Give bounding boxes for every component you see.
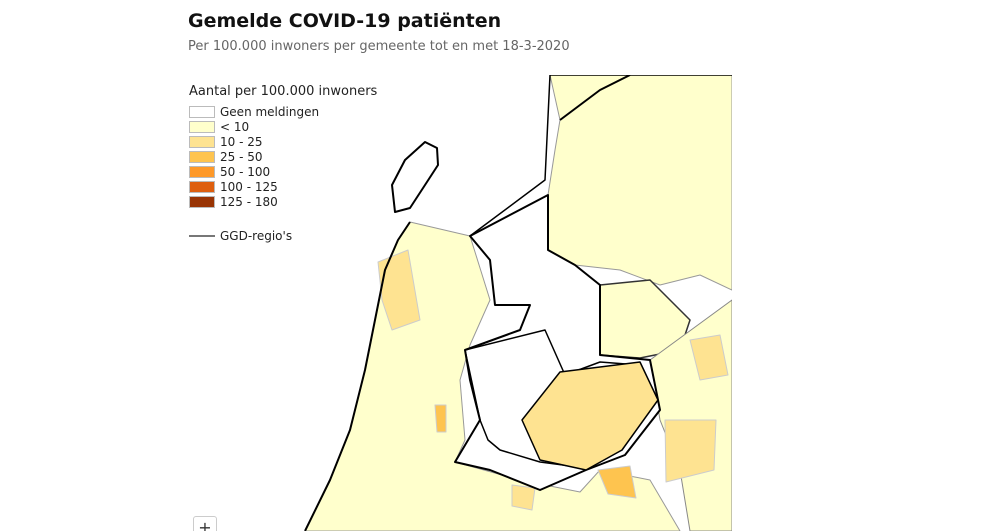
legend-item: Geen meldingen bbox=[189, 104, 377, 119]
region-friesland bbox=[547, 75, 732, 291]
legend-item: 125 - 180 bbox=[189, 194, 377, 209]
legend-swatch bbox=[189, 180, 215, 193]
legend-title: Aantal per 100.000 inwoners bbox=[189, 84, 378, 99]
legend-item: 25 - 50 bbox=[189, 149, 377, 164]
municipality bbox=[377, 249, 421, 331]
legend-item: 50 - 100 bbox=[189, 164, 377, 179]
legend-boundary: GGD-regio's bbox=[189, 229, 377, 243]
legend-label: 125 - 180 bbox=[220, 194, 278, 209]
municipality bbox=[597, 465, 637, 499]
municipality bbox=[511, 484, 536, 511]
legend-items: Geen meldingen < 10 10 - 25 25 - 50 50 - 100… bbox=[189, 104, 377, 209]
zoom-in-button[interactable]: + bbox=[193, 516, 217, 531]
legend-item: < 10 bbox=[189, 119, 377, 134]
title: Gemelde COVID-19 patiënten bbox=[188, 10, 502, 32]
legend-label: 100 - 125 bbox=[220, 179, 278, 194]
legend-label: Geen meldingen bbox=[220, 104, 320, 119]
subtitle: Per 100.000 inwoners per gemeente tot en… bbox=[188, 39, 570, 54]
legend-label: GGD-regio's bbox=[220, 229, 293, 243]
legend-swatch bbox=[189, 120, 215, 133]
legend-label: 10 - 25 bbox=[220, 134, 263, 149]
boundary-line bbox=[189, 235, 215, 237]
legend-swatch bbox=[189, 195, 215, 208]
legend-label: 50 - 100 bbox=[220, 164, 271, 179]
coastline bbox=[559, 75, 631, 121]
legend-item: 100 - 125 bbox=[189, 179, 377, 194]
legend-swatch bbox=[189, 135, 215, 148]
municipality bbox=[664, 419, 717, 483]
legend-label: < 10 bbox=[220, 119, 250, 134]
legend-swatch bbox=[189, 105, 215, 118]
municipality bbox=[434, 404, 447, 433]
texel bbox=[391, 141, 439, 213]
legend-label: 25 - 50 bbox=[220, 149, 263, 164]
border bbox=[469, 75, 732, 237]
coastline bbox=[304, 221, 411, 531]
legend-swatch bbox=[189, 150, 215, 163]
legend: Aantal per 100.000 inwoners Geen melding… bbox=[189, 84, 377, 243]
legend-swatch bbox=[189, 165, 215, 178]
legend-item: 10 - 25 bbox=[189, 134, 377, 149]
flevoland-south bbox=[521, 361, 659, 471]
municipality bbox=[689, 334, 729, 381]
